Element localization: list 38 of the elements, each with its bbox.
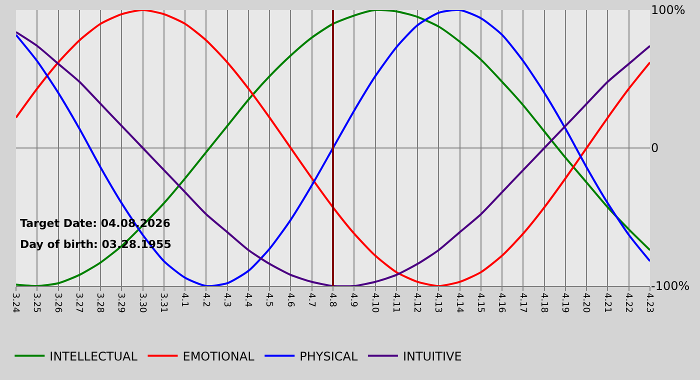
x-tick-label: 3.29 (116, 292, 126, 314)
x-tick-label: 3.31 (158, 292, 168, 313)
x-tick-label: 4.7 (306, 292, 316, 308)
x-tick-label: 4.19 (560, 292, 570, 314)
x-tick-label: 4.20 (580, 292, 591, 314)
legend-label: INTELLECTUAL (50, 349, 138, 364)
x-tick-label: 3.30 (136, 292, 147, 314)
x-tick-label: 4.16 (496, 292, 506, 314)
y-tick-label: -100% (651, 279, 690, 294)
x-tick-label: 4.13 (432, 292, 443, 313)
x-tick-label: 4.15 (475, 292, 486, 313)
legend-label: INTUITIVE (402, 349, 462, 364)
x-tick-label: 4.2 (200, 292, 210, 308)
x-tick-label: 4.9 (348, 292, 358, 308)
y-tick-label: 100% (651, 3, 686, 18)
x-tick-label: 3.26 (52, 292, 62, 314)
x-tick-label: 4.10 (369, 292, 380, 314)
x-tick-label: 3.28 (94, 292, 105, 314)
x-tick-label: 4.1 (179, 292, 190, 308)
x-tick-label: 4.11 (390, 292, 400, 313)
x-tick-label: 3.25 (31, 292, 42, 313)
x-tick-label: 4.5 (264, 292, 274, 308)
x-tick-label: 4.21 (602, 292, 612, 313)
x-tick-label: 4.4 (242, 292, 253, 308)
x-tick-label: 3.27 (73, 292, 84, 313)
x-tick-label: 4.8 (327, 292, 338, 308)
x-tick-label: 4.6 (284, 292, 295, 308)
x-tick-label: 4.23 (644, 292, 654, 313)
x-tick-label: 3.24 (10, 292, 20, 314)
x-tick-label: 4.17 (517, 292, 528, 313)
legend-label: EMOTIONAL (182, 349, 255, 364)
x-tick-label: 4.12 (412, 292, 422, 313)
x-tick-label: 4.18 (538, 292, 548, 314)
y-tick-label: 0 (651, 141, 659, 156)
x-tick-label: 4.22 (622, 292, 633, 313)
x-tick-label: 4.14 (454, 292, 464, 314)
legend-label: PHYSICAL (300, 349, 358, 364)
x-tick-label: 4.3 (221, 292, 232, 308)
